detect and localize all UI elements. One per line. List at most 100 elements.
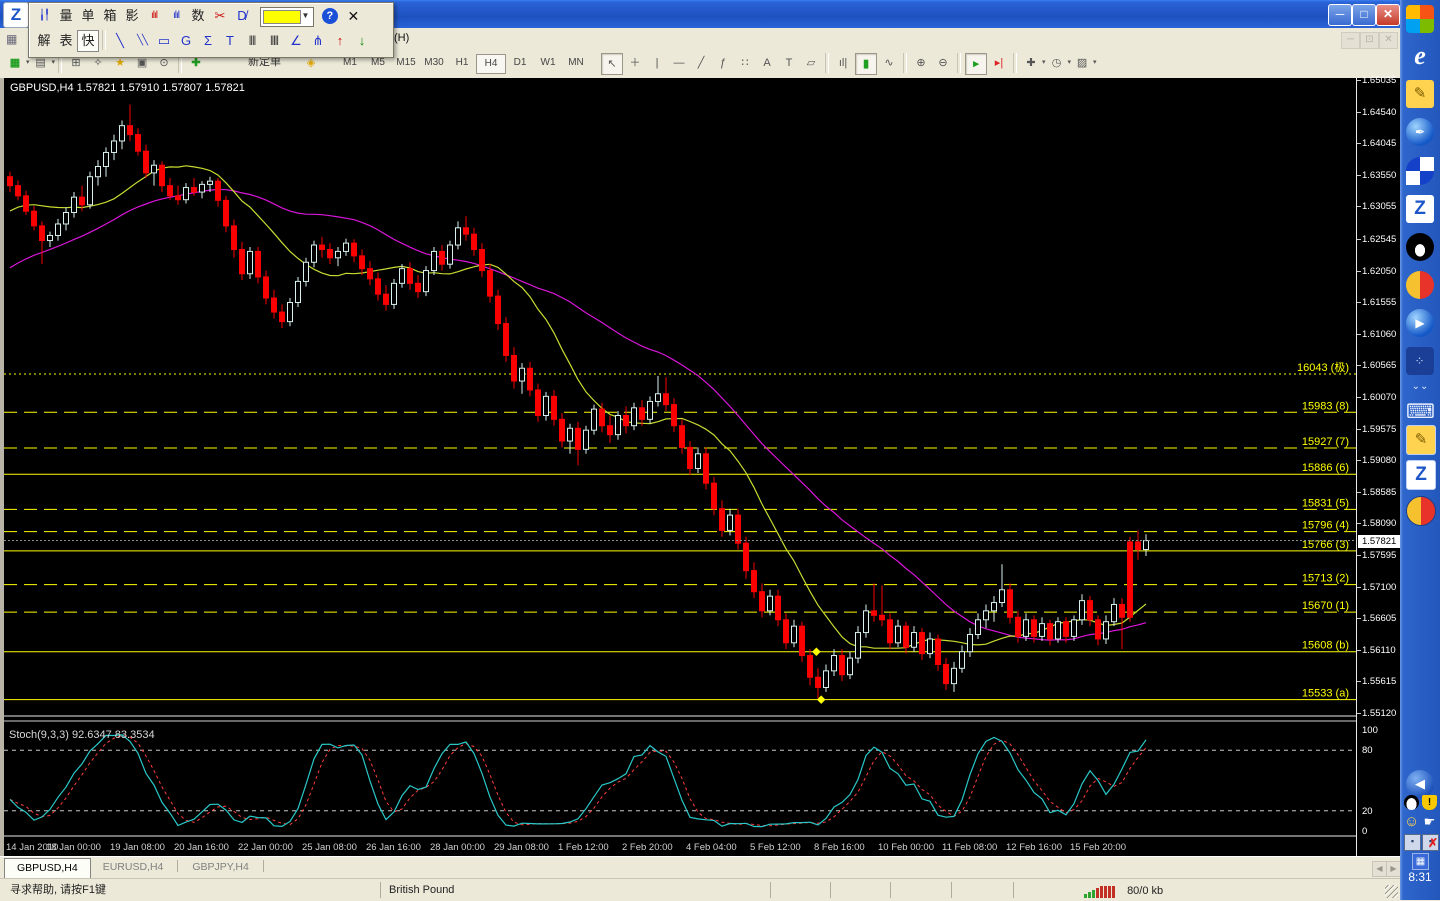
tab-scroll-right[interactable]: ▶ (1386, 861, 1401, 877)
chevron-down-icon[interactable]: ▾ (1067, 59, 1072, 66)
new-order-label[interactable]: 新定单 (248, 56, 281, 68)
gann-tool-icon[interactable]: G (180, 33, 192, 48)
grid-button[interactable]: ∷ (741, 57, 749, 69)
barchart-button[interactable]: ıl| (838, 57, 848, 69)
vlines-tool-icon[interactable]: |||| (248, 35, 256, 46)
computer-icon[interactable]: ▪ (1404, 834, 1421, 851)
number-tool-button[interactable]: 数 (191, 8, 205, 23)
rectangle-tool-icon[interactable]: ▭ (157, 33, 171, 48)
angle-tool-icon[interactable]: ∠ (290, 33, 302, 48)
collapse-back-icon[interactable]: ◀ (1406, 770, 1434, 798)
trendline-button[interactable]: ╱ (697, 57, 705, 69)
mdi-restore-button[interactable]: ⊡ (1360, 32, 1379, 49)
tab-scroll-left[interactable]: ◀ (1372, 861, 1387, 877)
expert-advisors-button[interactable]: ◈ (306, 57, 316, 69)
media-center-icon[interactable]: ⁘ (1406, 347, 1434, 375)
checker-flag-icon[interactable] (1406, 157, 1434, 185)
hline-button[interactable]: — (673, 57, 685, 69)
chevron-down-icon[interactable]: ▾ (51, 59, 56, 66)
zoom-in-button[interactable]: ⊕ (916, 57, 926, 69)
media-player-icon[interactable]: ▶ (1406, 309, 1434, 337)
linechart-button[interactable]: ∿ (884, 57, 894, 69)
tab-eurusd-h4[interactable]: EURUSD,H4 (102, 861, 164, 873)
arrow-up-tool-icon[interactable]: ↑ (336, 33, 344, 48)
resize-grip[interactable] (1385, 885, 1398, 898)
scissors-delete-icon[interactable]: ✂ (214, 8, 226, 23)
timeframe-m1-button[interactable]: M1 (343, 57, 357, 68)
panel-close-icon[interactable]: ✕ (347, 8, 360, 24)
chart-marker[interactable] (812, 647, 821, 656)
biao-tool-button[interactable]: 表 (59, 33, 73, 48)
sogou-swirl-icon[interactable] (1406, 271, 1434, 299)
profiles-button[interactable]: ▤ (35, 57, 46, 69)
label-button[interactable]: T (785, 57, 793, 69)
zoom-out-button[interactable]: ⊖ (938, 57, 948, 69)
chevron-down-icon[interactable]: ⌄⌄ (1411, 381, 1429, 392)
help-icon[interactable]: ? (321, 8, 338, 24)
templates-button[interactable]: ▨ (1076, 57, 1088, 69)
vline-button[interactable]: | (655, 57, 659, 69)
paint-tools-icon[interactable]: ✒ (1406, 118, 1434, 146)
qq-penguin-icon[interactable] (1406, 233, 1434, 261)
channel-tool-icon[interactable]: ╲╲ (136, 35, 148, 46)
z-quick-icon[interactable]: Z (1406, 460, 1436, 490)
tester-button[interactable]: ⊙ (159, 57, 169, 69)
timeframe-m30-button[interactable]: M30 (424, 57, 444, 68)
histogram-red-icon[interactable]: ılıl (151, 10, 158, 21)
chevron-down-icon[interactable]: ▾ (26, 59, 30, 66)
chart-system-icon[interactable]: ▦ (6, 32, 18, 46)
maximize-button[interactable]: □ (1352, 4, 1376, 26)
sigma-tool-icon[interactable]: Σ (203, 33, 213, 48)
fan-tool-icon[interactable]: ⋔ (312, 33, 324, 48)
candlestick-button[interactable]: ▮ (855, 53, 877, 75)
candle-group-icon[interactable]: ╽╿ (38, 10, 50, 21)
sticky-note-icon[interactable]: ✎ (1406, 425, 1436, 455)
candlestick-chart[interactable]: 16043 (极) 15983 (8) 15927 (7) 15886 (6) 1583… (4, 78, 1356, 856)
cursor-button[interactable]: ↖ (601, 53, 623, 75)
windows-logo-icon[interactable] (1406, 5, 1434, 33)
timeframe-m5-button[interactable]: M5 (371, 57, 385, 68)
mdi-close-button[interactable]: ✕ (1379, 32, 1398, 49)
chevron-down-icon[interactable]: ▾ (1093, 59, 1097, 66)
jie-tool-button[interactable]: 解 (37, 33, 51, 48)
price-axis[interactable]: 1.65035 1.64540 1.64045 1.63550 1.63055 1.625… (1356, 75, 1404, 856)
fibonacci-button[interactable]: ƒ (719, 57, 727, 69)
close-button[interactable]: ✕ (1376, 4, 1400, 26)
autoscroll-button[interactable]: ▸ (965, 53, 987, 75)
help-menu-item[interactable]: (H) (394, 32, 410, 44)
minimize-button[interactable]: ─ (1328, 4, 1352, 26)
navigator-button[interactable]: ✧ (93, 57, 103, 69)
chart-marker[interactable] (816, 695, 826, 704)
periods-button[interactable]: ◷ (1051, 57, 1062, 69)
arrow-down-tool-icon[interactable]: ↓ (358, 33, 366, 48)
z-app-icon[interactable]: Z (1406, 195, 1434, 223)
box-tool-button[interactable]: 箱 (103, 8, 117, 23)
shield-alert-icon[interactable]: ! (1422, 795, 1437, 810)
volume-tool-button[interactable]: 量 (59, 8, 73, 23)
new-order-button[interactable]: ✚ (191, 57, 201, 69)
order-tool-button[interactable]: 单 (81, 8, 95, 23)
chart-shift-button[interactable]: ▸| (994, 57, 1004, 69)
favorites-button[interactable]: ★ (115, 57, 125, 69)
timeframe-d1-button[interactable]: D1 (513, 57, 527, 68)
delete-dy-icon[interactable]: D̸ (237, 8, 247, 23)
market-watch-button[interactable]: ⊞ (71, 57, 81, 69)
histogram-blue-icon[interactable]: ılıl (173, 10, 180, 21)
tab-gbpjpy-h4[interactable]: GBPJPY,H4 (192, 861, 249, 873)
kuai-tool-button[interactable]: 快 (77, 30, 99, 52)
shapes-button[interactable]: ▱ (806, 57, 816, 69)
chart-area[interactable]: 16043 (极) 15983 (8) 15927 (7) 15886 (6) 1583… (0, 75, 1404, 856)
timeframe-h4-button[interactable]: H4 (476, 54, 506, 74)
trendline-tool-icon[interactable]: ╲ (116, 33, 124, 48)
smiley-tray-icon[interactable]: ☺ (1404, 813, 1420, 830)
qq-tray-icon[interactable] (1404, 795, 1419, 810)
timeframe-h1-button[interactable]: H1 (455, 57, 469, 68)
text-lines-tool-icon[interactable]: T (226, 33, 234, 48)
document-pen-icon[interactable]: ✎ (1406, 80, 1434, 108)
ie-icon[interactable]: e (1414, 41, 1426, 70)
tab-gbpusd-h4[interactable]: GBPUSD,H4 (4, 858, 91, 878)
color-picker-dropdown[interactable]: ▼ (260, 7, 315, 27)
timeframe-mn-button[interactable]: MN (568, 57, 584, 68)
chevron-down-icon[interactable]: ▼ (301, 11, 310, 20)
timeframe-m15-button[interactable]: M15 (396, 57, 416, 68)
